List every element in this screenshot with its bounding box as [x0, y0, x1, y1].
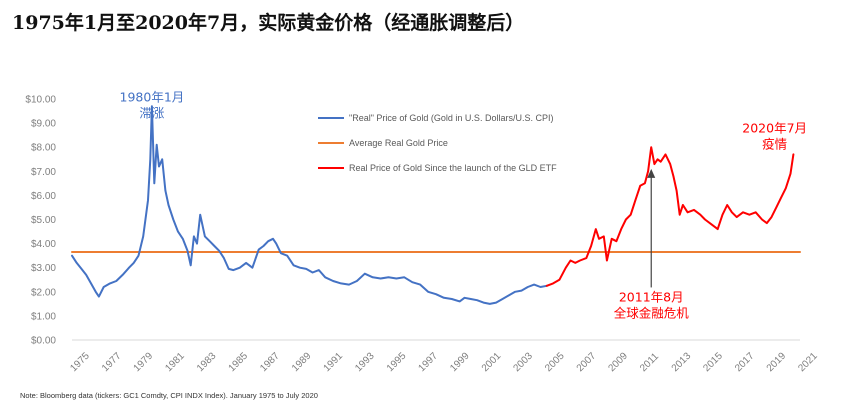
- gld-period-line: [545, 146, 795, 287]
- series-layer: [71, 105, 801, 305]
- x-tick-label: 2015: [701, 350, 725, 374]
- legend-entry-average: Average Real Gold Price: [318, 138, 448, 148]
- x-tick-label: 2017: [733, 350, 757, 374]
- annotation-text: 2011年8月: [619, 289, 684, 304]
- x-tick-label: 1981: [163, 350, 187, 374]
- x-tick-label: 2019: [765, 350, 789, 374]
- x-tick-label: 1975: [68, 350, 92, 374]
- y-tick-label: $6.00: [31, 191, 56, 202]
- x-tick-label: 2013: [670, 350, 694, 374]
- y-tick-label: $1.00: [31, 311, 56, 322]
- y-tick-label: $4.00: [31, 239, 56, 250]
- x-tick-label: 2005: [543, 350, 567, 374]
- legend-entry-real-price: "Real" Price of Gold (Gold in U.S. Dolla…: [318, 113, 553, 123]
- y-tick-label: $8.00: [31, 143, 56, 154]
- x-tick-label: 1987: [258, 350, 282, 374]
- x-axis: 1975 1977 1979 1981 1983 1985 1987 1989 1991 1993…: [68, 339, 820, 374]
- y-tick-label: $2.00: [31, 287, 56, 298]
- x-tick-label: 1979: [132, 350, 156, 374]
- annotation-text: 疫情: [762, 137, 787, 152]
- x-tick-label: 2003: [511, 350, 535, 374]
- x-tick-label: 1985: [227, 350, 251, 374]
- x-tick-label: 1977: [100, 350, 124, 374]
- page-title: 1975年1月至2020年7月，实际黄金价格（经通胀调整后）: [12, 12, 525, 34]
- x-tick-label: 2009: [606, 350, 630, 374]
- legend-label: Real Price of Gold Since the launch of t…: [349, 163, 557, 173]
- annotation-text: 全球金融危机: [614, 305, 690, 320]
- y-tick-label: $3.00: [31, 263, 56, 274]
- real-price-line: [71, 105, 548, 305]
- y-tick-label: $10.00: [25, 95, 56, 106]
- y-tick-label: $7.00: [31, 167, 56, 178]
- x-tick-label: 2021: [796, 350, 820, 374]
- x-tick-label: 2011: [638, 351, 661, 374]
- x-tick-label: 2001: [480, 350, 504, 374]
- x-tick-label: 1995: [385, 350, 409, 374]
- legend: "Real" Price of Gold (Gold in U.S. Dolla…: [318, 113, 557, 173]
- source-note: Note: Bloomberg data (tickers: GC1 Comdt…: [20, 391, 318, 400]
- y-axis: $0.00 $1.00 $2.00 $3.00 $4.00 $5.00 $6.00 $7.00…: [25, 95, 56, 347]
- legend-label: "Real" Price of Gold (Gold in U.S. Dolla…: [349, 113, 553, 123]
- legend-entry-gld: Real Price of Gold Since the launch of t…: [318, 163, 557, 173]
- annotation-text: 滞涨: [139, 105, 165, 120]
- x-tick-label: 1989: [290, 350, 314, 374]
- y-tick-label: $5.00: [31, 215, 56, 226]
- x-tick-label: 1983: [195, 350, 219, 374]
- x-tick-label: 1997: [417, 350, 441, 374]
- annotation-text: 2020年7月: [742, 121, 807, 136]
- x-tick-label: 1999: [448, 350, 472, 374]
- annotation-arrow-head: [647, 168, 656, 178]
- annotation-text: 1980年1月: [120, 89, 185, 104]
- x-tick-label: 1991: [322, 350, 346, 374]
- y-tick-label: $0.00: [31, 336, 56, 347]
- legend-label: Average Real Gold Price: [349, 138, 448, 148]
- x-tick-label: 1993: [353, 350, 377, 374]
- y-tick-label: $9.00: [31, 119, 56, 130]
- x-tick-label: 2007: [575, 350, 599, 374]
